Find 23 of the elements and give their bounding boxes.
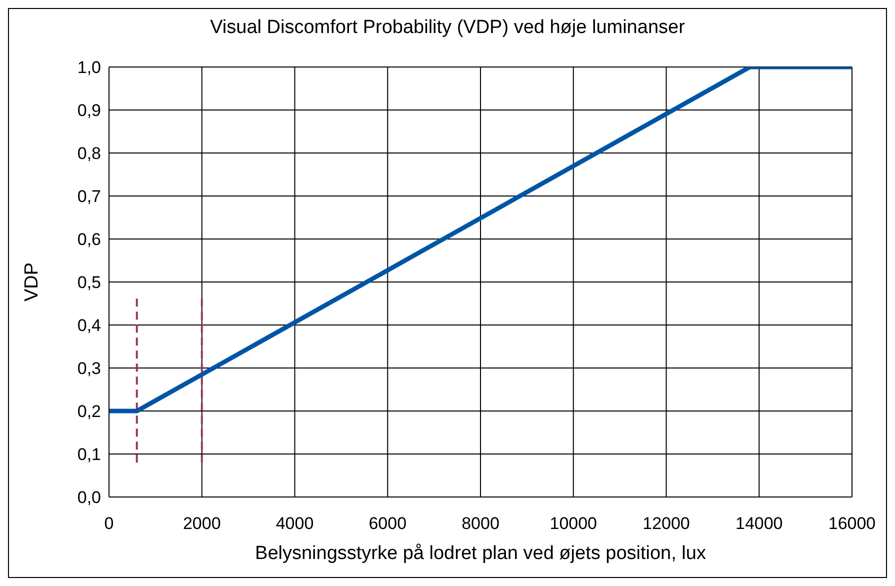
y-tick-label: 0,6 [77, 230, 101, 250]
x-tick-label: 16000 [828, 514, 876, 534]
x-tick-label: 10000 [550, 514, 598, 534]
y-axis-title: VDP [22, 262, 43, 302]
y-tick-label: 0,1 [77, 445, 101, 464]
x-tick-label: 8000 [462, 514, 500, 534]
x-tick-label: 4000 [276, 514, 314, 534]
x-tick-label: 14000 [735, 514, 783, 534]
x-tick-label: 6000 [368, 514, 407, 534]
y-tick-label: 0,8 [77, 144, 101, 164]
x-tick-label: 0 [104, 514, 114, 534]
x-tick-label: 12000 [642, 514, 690, 534]
y-tick-label: 0,2 [77, 402, 101, 422]
x-axis-title: Belysningsstyrke på lodret plan ved øjets position, lux [255, 543, 706, 564]
y-tick-label: 0,7 [77, 187, 101, 206]
y-tick-label: 0,5 [77, 273, 101, 292]
y-tick-label: 0,3 [77, 359, 101, 378]
x-tick-label: 2000 [182, 514, 221, 534]
y-tick-label: 0,9 [77, 101, 101, 120]
chart-title: Visual Discomfort Probability (VDP) ved høje luminanser [209, 17, 686, 39]
y-tick-label: 1,0 [77, 58, 101, 78]
y-tick-label: 0,0 [77, 488, 101, 508]
y-tick-label: 0,4 [77, 316, 101, 336]
